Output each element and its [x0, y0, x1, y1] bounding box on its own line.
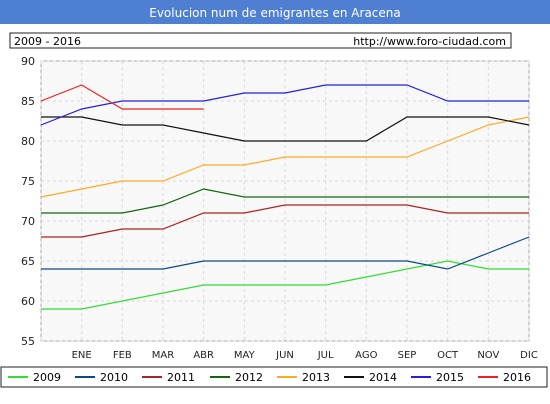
x-tick-label: AGO — [355, 350, 377, 361]
legend-label-2014: 2014 — [369, 371, 397, 384]
series-line-2013 — [40, 116, 530, 198]
title-bar — [0, 0, 550, 24]
legend: 2009 2010 2011 2012 2013 2014 2015 2016 — [8, 371, 531, 384]
legend-label-2011: 2011 — [167, 371, 195, 384]
legend-label-2013: 2013 — [302, 371, 330, 384]
legend-label-2016: 2016 — [503, 371, 531, 384]
legend-label-2012: 2012 — [235, 371, 263, 384]
grid-lines — [40, 60, 530, 342]
series-line-2014 — [41, 116, 530, 142]
x-tick-label: ENE — [72, 350, 92, 361]
legend-box — [0, 366, 548, 388]
x-axis: ENE FEB MAR ABR MAY JUN JUL AGO SEP OCT NOV DIC — [72, 350, 538, 361]
series-line-2011 — [41, 204, 529, 238]
y-tick-label: 70 — [21, 215, 35, 228]
y-axis: 55 60 65 70 75 80 85 90 — [21, 55, 35, 348]
legend-label-2010: 2010 — [100, 371, 128, 384]
series-lines — [40, 84, 530, 310]
x-tick-label: NOV — [477, 350, 499, 361]
legend-label-2015: 2015 — [436, 371, 464, 384]
x-tick-label: DIC — [520, 350, 538, 361]
x-tick-label: ABR — [193, 350, 214, 361]
legend-label-2009: 2009 — [33, 371, 61, 384]
series-line-2016 — [40, 84, 204, 110]
series-line-2010 — [41, 236, 530, 270]
x-tick-label: JUL — [317, 350, 334, 361]
y-tick-label: 55 — [21, 335, 35, 348]
x-tick-label: SEP — [398, 350, 417, 361]
series-line-2012 — [41, 188, 529, 214]
x-tick-label: MAR — [152, 350, 174, 361]
y-tick-label: 80 — [21, 135, 35, 148]
x-tick-label: JUN — [275, 350, 294, 361]
y-tick-label: 90 — [21, 55, 35, 68]
series-line-2015 — [40, 84, 529, 126]
info-box — [9, 32, 512, 49]
period-label: 2009 - 2016 — [14, 35, 81, 48]
x-tick-label: OCT — [437, 350, 459, 361]
y-tick-label: 65 — [21, 255, 35, 268]
x-tick-label: MAY — [234, 350, 256, 361]
y-tick-label: 85 — [21, 95, 35, 108]
chart-title: Evolucion num de emigrantes en Aracena — [149, 6, 401, 20]
y-tick-label: 75 — [21, 175, 35, 188]
y-tick-label: 60 — [21, 295, 35, 308]
x-tick-label: FEB — [113, 350, 132, 361]
source-url: http://www.foro-ciudad.com — [353, 35, 506, 48]
series-line-2009 — [41, 260, 529, 310]
